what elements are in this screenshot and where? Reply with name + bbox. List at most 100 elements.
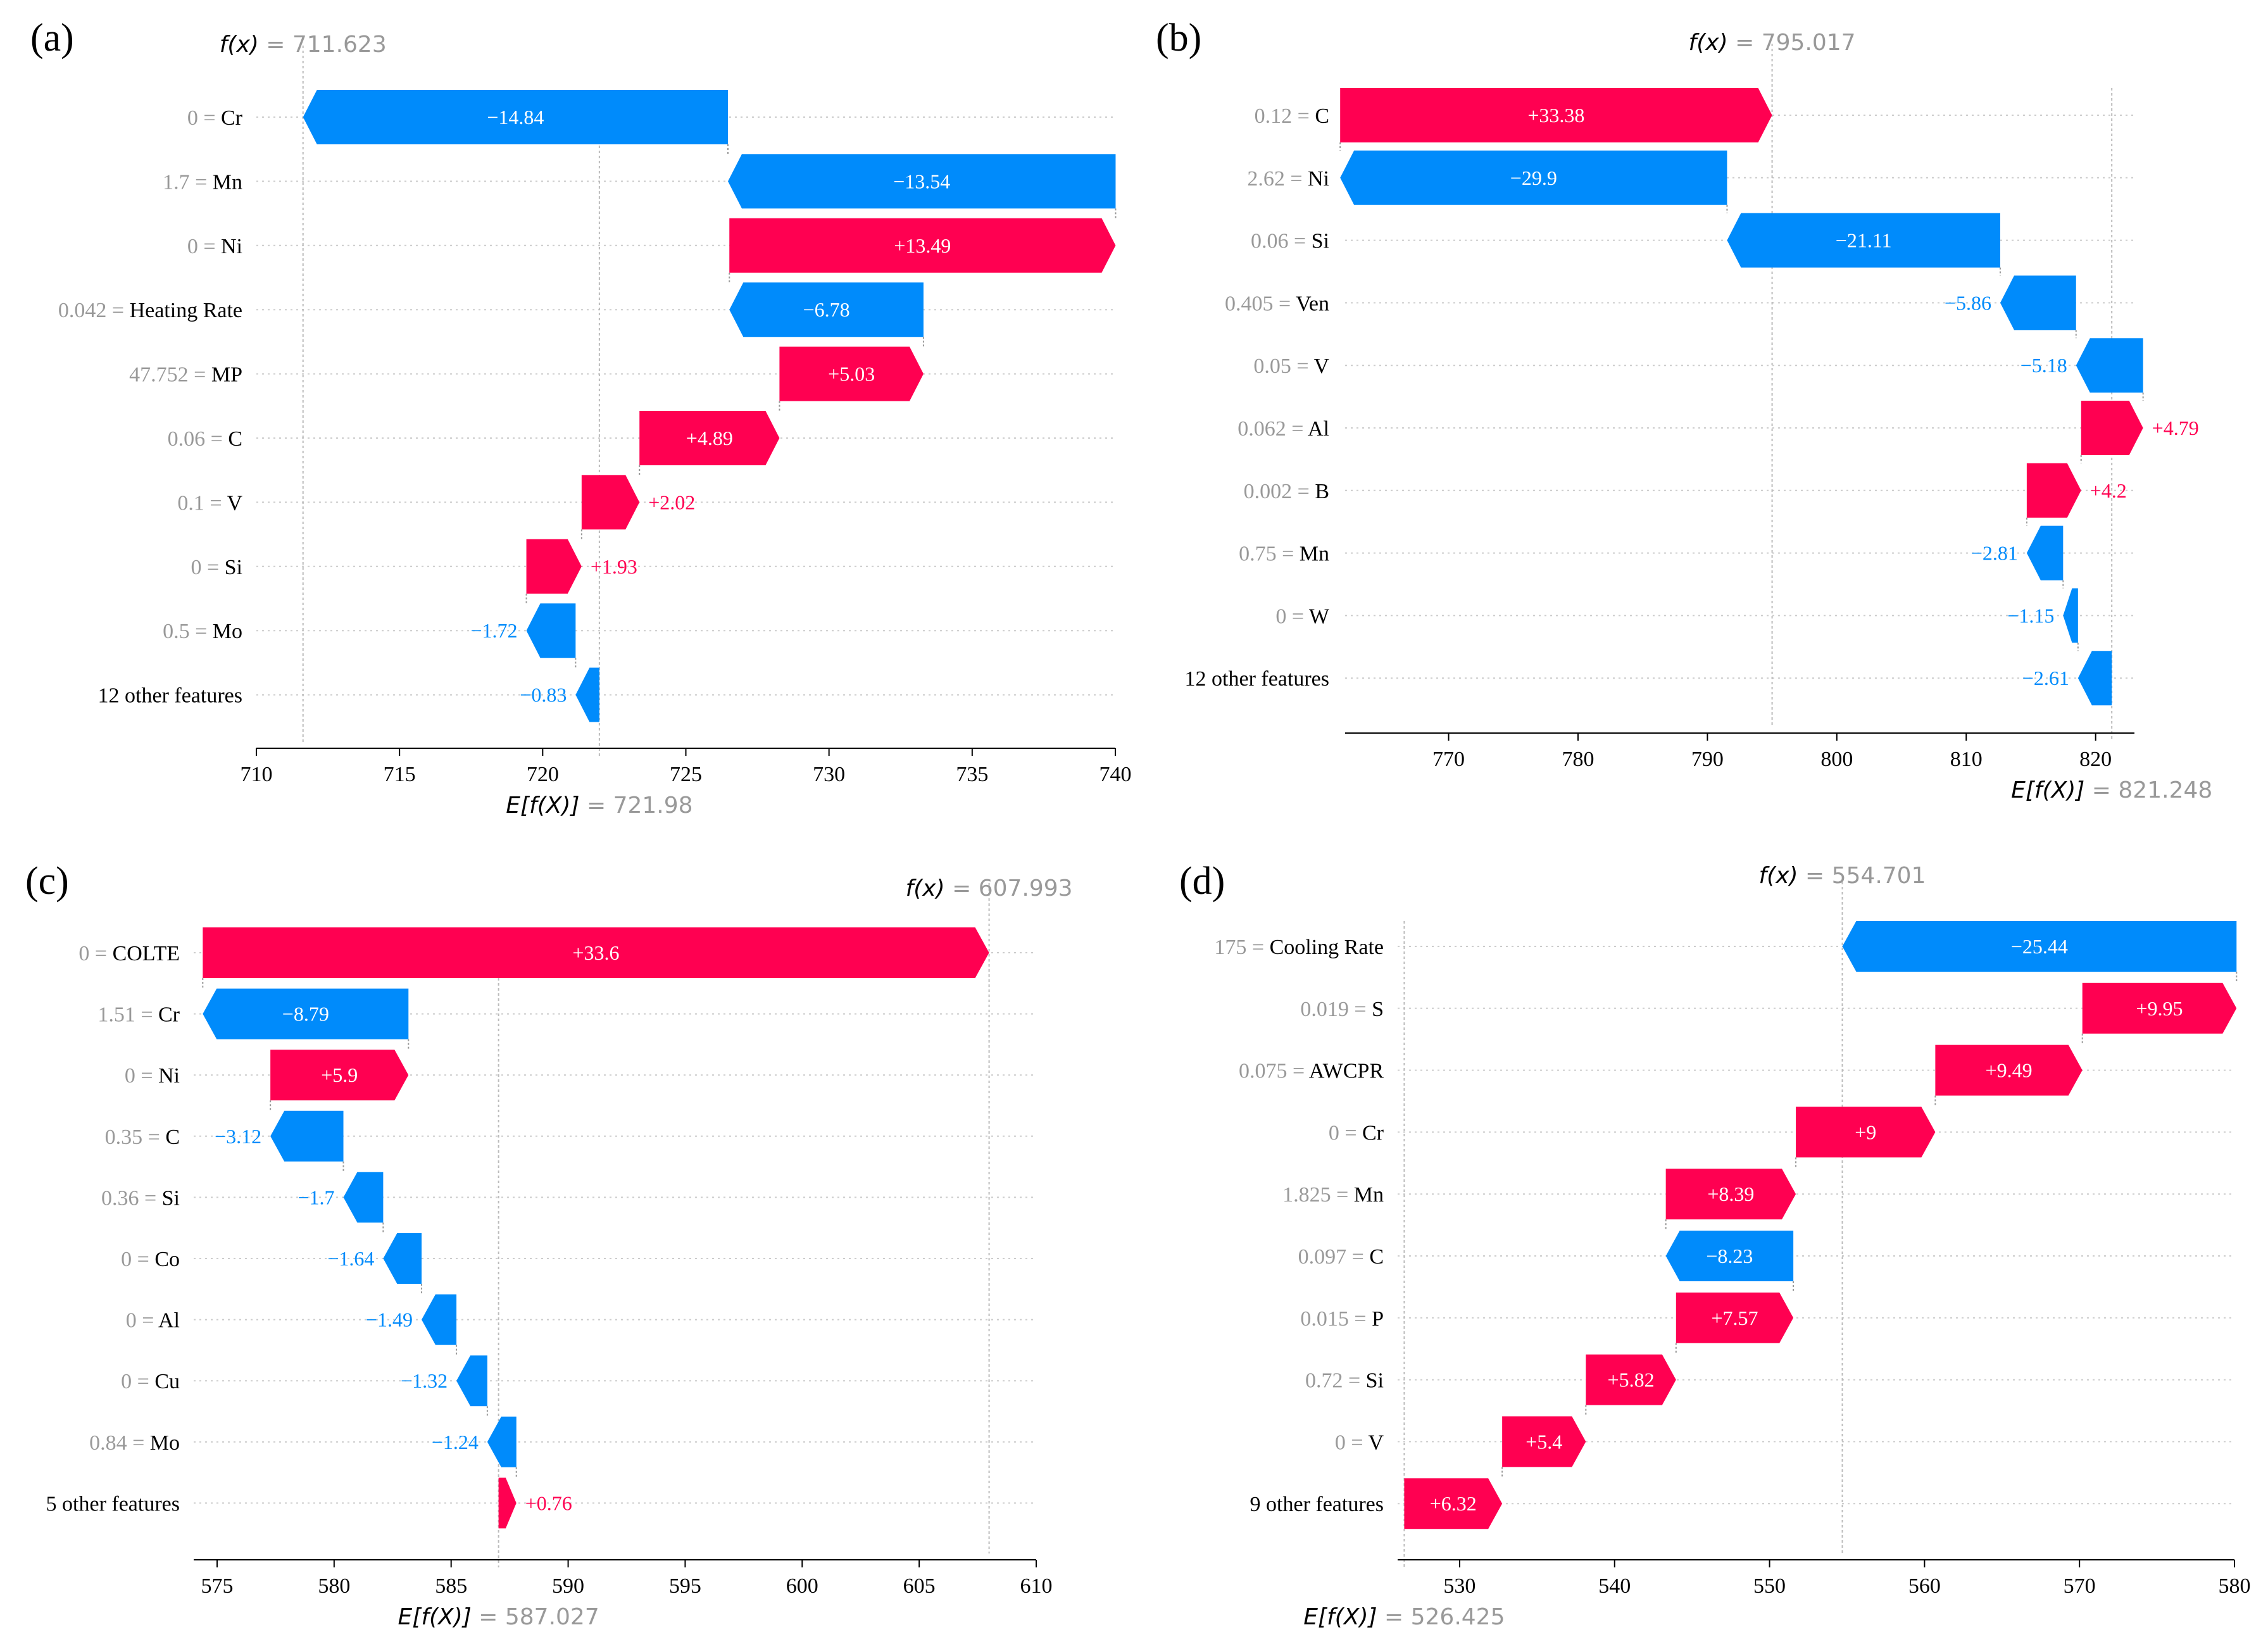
- bar-value-label: +5.82: [1608, 1369, 1655, 1391]
- fx-annotation: f(x) = 554.701: [1758, 863, 1926, 889]
- efx-equals: =: [580, 793, 613, 819]
- feature-name: Si: [225, 556, 242, 579]
- bar-awcpr: [1935, 1045, 2083, 1096]
- feature-name: B: [1315, 480, 1329, 503]
- bar-value-label: +1.93: [591, 555, 637, 578]
- bar-value-label: +2.02: [648, 491, 695, 513]
- efx-value: 526.425: [1411, 1604, 1505, 1630]
- feature-label: 0 = Al: [126, 1309, 180, 1333]
- bar-heating-rate: [729, 282, 924, 337]
- bar-value-label: −2.81: [1971, 542, 2018, 565]
- bar-cr: [303, 90, 728, 144]
- bar-v: [2076, 338, 2143, 393]
- equals-sign: =: [1277, 543, 1300, 566]
- x-tick-label: 540: [1598, 1574, 1631, 1598]
- bar-si: [1586, 1354, 1676, 1405]
- feature-label: 0.042 = Heating Rate: [58, 299, 242, 322]
- feature-value: 0.062: [1237, 417, 1286, 441]
- bar-value-label: −13.54: [893, 170, 950, 192]
- feature-name: Co: [154, 1248, 180, 1271]
- bar-value-label: +7.57: [1711, 1307, 1758, 1329]
- feature-label: 1.7 = Mn: [163, 170, 242, 194]
- bar-value-label: −1.24: [432, 1431, 479, 1453]
- equals-sign: =: [1349, 998, 1372, 1021]
- feature-name: Mo: [213, 620, 242, 643]
- x-tick-label: 575: [201, 1574, 233, 1598]
- bar-cooling-rate: [1842, 921, 2237, 972]
- bar-mo: [487, 1416, 517, 1467]
- feature-label: 0 = Ni: [125, 1064, 180, 1088]
- fx-equals: =: [1798, 863, 1832, 889]
- equals-sign: =: [1274, 292, 1296, 315]
- feature-value: 0.019: [1300, 998, 1349, 1021]
- feature-name: Cr: [158, 1003, 180, 1027]
- feature-name: Ni: [221, 235, 242, 258]
- feature-name: Si: [1366, 1369, 1384, 1393]
- feature-label: 0.5 = Mo: [163, 620, 242, 643]
- bar-si: [526, 539, 582, 594]
- feature-value: 0.06: [168, 427, 206, 451]
- efx-prefix: E[f(X)]: [398, 1604, 472, 1630]
- feature-label: 0 = COLTE: [78, 942, 180, 965]
- feature-value: 0.5: [163, 620, 190, 643]
- fx-equals: =: [945, 875, 979, 901]
- feature-name: Mn: [213, 170, 242, 194]
- feature-name: V: [1368, 1431, 1384, 1454]
- equals-sign: =: [137, 1309, 158, 1333]
- equals-sign: =: [1291, 355, 1314, 378]
- feature-label: 5 other features: [46, 1492, 180, 1515]
- bar-value-label: +5.9: [321, 1064, 358, 1086]
- bar-w: [2063, 588, 2078, 643]
- efx-annotation: E[f(X)] = 721.98: [506, 793, 692, 819]
- efx-equals: =: [2084, 777, 2118, 803]
- equals-sign: =: [135, 1064, 158, 1088]
- panel-label: (d): [1179, 860, 1225, 903]
- panel-a: (a) −14.84 0 = Cr −13.54 1.7 = Mn +13.49 0 = N…: [30, 16, 1132, 819]
- efx-equals: =: [472, 1604, 505, 1630]
- bar-al: [421, 1294, 457, 1345]
- feature-name: V: [1313, 355, 1329, 378]
- bar-value-label: −2.61: [2022, 667, 2069, 689]
- feature-name: 9 other features: [1250, 1493, 1384, 1516]
- x-tick-label: 595: [669, 1574, 701, 1598]
- feature-name: COLTE: [113, 942, 180, 965]
- feature-name: C: [1315, 104, 1329, 128]
- feature-value: 0.405: [1225, 292, 1274, 315]
- panel-label: (a): [30, 16, 74, 60]
- x-tick-label: 560: [1908, 1574, 1941, 1598]
- feature-value: 0.75: [1239, 543, 1277, 566]
- feature-label: 0.405 = Ven: [1225, 292, 1329, 315]
- x-tick-label: 800: [1820, 748, 1853, 771]
- bar-value-label: −3.12: [215, 1125, 261, 1148]
- bar-value-label: +5.03: [828, 363, 875, 386]
- bar-value-label: −8.23: [1706, 1245, 1753, 1267]
- feature-label: 0.72 = Si: [1305, 1369, 1384, 1393]
- feature-value: 1.7: [163, 170, 190, 194]
- feature-label: 0 = Ni: [187, 235, 242, 258]
- x-tick-label: 585: [435, 1574, 467, 1598]
- bar-mn: [1665, 1169, 1796, 1220]
- bar-value-label: −6.78: [803, 298, 850, 321]
- feature-name: Cr: [1362, 1121, 1384, 1145]
- equals-sign: =: [189, 363, 211, 387]
- feature-value: 0.35: [105, 1126, 143, 1149]
- x-tick-label: 730: [813, 763, 845, 786]
- fx-prefix: f(x): [1689, 30, 1728, 56]
- bar-al: [2081, 401, 2143, 455]
- panel-label: (b): [1156, 16, 1201, 60]
- bar-ni: [729, 218, 1116, 273]
- feature-value: 0.097: [1298, 1245, 1347, 1269]
- x-tick-label: 725: [670, 763, 702, 786]
- bar-value-label: −1.64: [327, 1247, 374, 1270]
- feature-name: Cr: [221, 106, 243, 130]
- efx-prefix: E[f(X)]: [2011, 777, 2084, 803]
- fx-value: 711.623: [292, 32, 387, 58]
- feature-value: 0.075: [1239, 1060, 1287, 1083]
- feature-label: 0 = Co: [121, 1248, 180, 1271]
- feature-label: 0.06 = C: [168, 427, 242, 451]
- x-tick-label: 740: [1100, 763, 1132, 786]
- feature-name: Al: [1308, 417, 1329, 441]
- bar-si: [1727, 213, 2000, 268]
